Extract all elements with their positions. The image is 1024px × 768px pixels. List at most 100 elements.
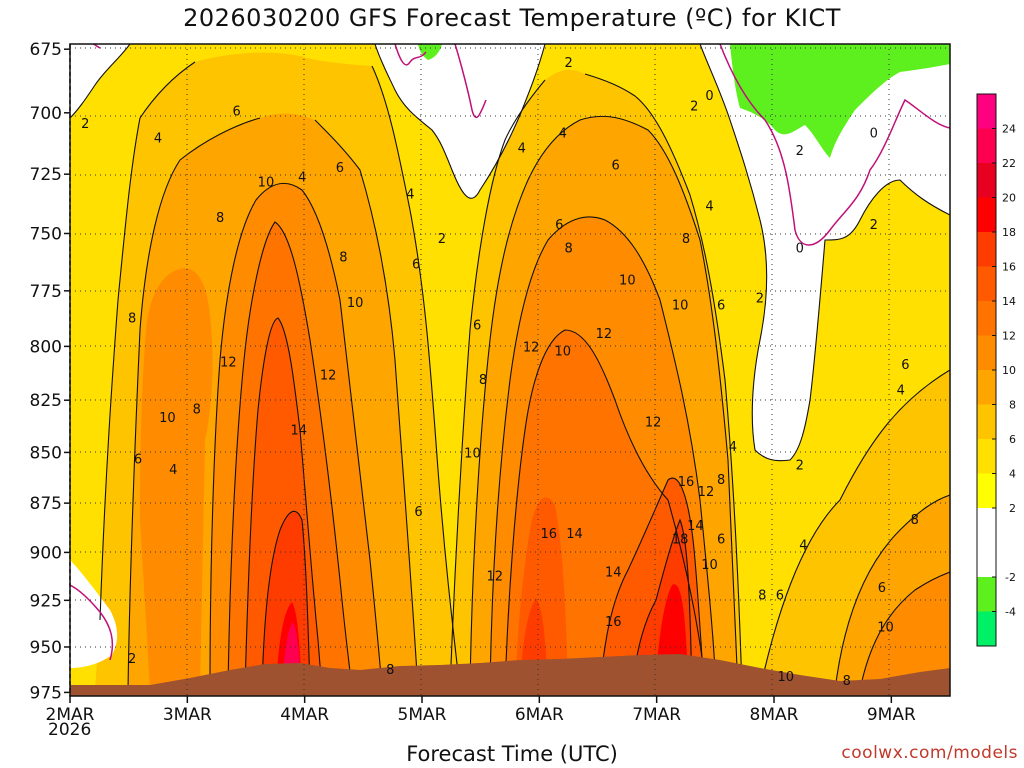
colorbar-segment [977, 577, 996, 612]
x-tick-label: 3MAR [163, 705, 212, 725]
contour-label: 10 [777, 670, 794, 685]
contour-label: 16 [678, 475, 695, 490]
fill-10-12 [860, 572, 950, 690]
contour-label: 4 [559, 127, 567, 142]
contour-label: 2 [81, 117, 89, 132]
contour-label: 4 [799, 539, 807, 554]
contour-label: 18 [672, 533, 689, 548]
colorbar-segment [977, 232, 996, 267]
fill-below-2 [700, 44, 950, 461]
colorbar-label: 16 [1002, 261, 1016, 274]
contour-label: 10 [347, 296, 364, 311]
contour-label: 8 [128, 312, 136, 327]
surface-terrain [70, 654, 950, 696]
contour-label: 14 [605, 566, 622, 581]
x-tick-label: 6MAR [515, 705, 564, 725]
contour-label: 8 [216, 211, 224, 226]
contour-label: 8 [386, 663, 394, 678]
colorbar-segment [977, 439, 996, 474]
colorbar-segment [977, 94, 996, 129]
fill-below-minus-2 [418, 44, 442, 60]
contour-label: 10 [555, 345, 572, 360]
contour-label: 12 [220, 356, 237, 371]
x-axis-year-label: 2026 [48, 720, 92, 740]
contour-label: 4 [897, 384, 905, 399]
y-tick-label: 875 [30, 494, 62, 514]
contour-label: 14 [566, 527, 583, 542]
y-tick-label: 725 [30, 165, 62, 185]
fill-below-2 [375, 44, 545, 199]
contour-label: 6 [336, 161, 344, 176]
y-tick-label: 750 [30, 224, 62, 244]
contour-label: 12 [698, 485, 715, 500]
contour-label: 4 [298, 171, 306, 186]
colorbar-label: 18 [1002, 226, 1016, 239]
colorbar-label: 24 [1002, 123, 1016, 136]
y-tick-label: 950 [30, 638, 62, 658]
colorbar-label: -4 [1005, 606, 1016, 619]
contour-label: 6 [232, 104, 240, 119]
fill-below-2 [70, 560, 118, 668]
contour-label: 10 [159, 411, 176, 426]
colorbar-segment [977, 508, 996, 577]
contour-label: 8 [682, 232, 690, 247]
y-tick-label: 925 [30, 591, 62, 611]
x-tick-label: 4MAR [280, 705, 329, 725]
contour-label: 6 [901, 358, 909, 373]
contour-label: 12 [596, 327, 613, 342]
contour-label: 6 [611, 159, 619, 174]
colorbar-segment [977, 266, 996, 301]
contour-label: 6 [134, 453, 142, 468]
contour-label: 0 [705, 89, 713, 104]
y-tick-label: 900 [30, 543, 62, 563]
contour-label: 6 [414, 505, 422, 520]
contour-label: 6 [776, 589, 784, 604]
contour-label: 6 [412, 258, 420, 273]
colorbar-label: 20 [1002, 192, 1016, 205]
colorbar-label: 14 [1002, 295, 1016, 308]
contour-label: 12 [320, 369, 337, 384]
contour-lines [70, 44, 950, 691]
contour-label: 0 [796, 241, 804, 256]
contour-label: 2 [756, 292, 764, 307]
x-tick-label: 8MAR [750, 705, 799, 725]
contour-label: 10 [672, 298, 689, 313]
contour-label: 6 [717, 533, 725, 548]
colorbar-segment [977, 611, 996, 646]
contour-label: 8 [479, 373, 487, 388]
colorbar-segment [977, 473, 996, 508]
y-tick-label: 675 [30, 40, 62, 60]
y-tick-label: 975 [30, 683, 62, 703]
contour-label: 8 [339, 251, 347, 266]
contour-label: 16 [540, 527, 557, 542]
contour-label: 2 [870, 218, 878, 233]
contour-label: 2 [796, 144, 804, 159]
colorbar-label: -2 [1005, 571, 1016, 584]
colorbar-label: 6 [1009, 433, 1016, 446]
contour-label: 12 [645, 415, 662, 430]
x-tick-label: 7MAR [632, 705, 681, 725]
x-axis: 2MAR 3MAR 4MAR 5MAR 6MAR 7MAR 8MAR 9MAR [46, 696, 916, 725]
contour-label: 2 [565, 56, 573, 71]
contour-label: 8 [911, 513, 919, 528]
contour-label: 2 [438, 232, 446, 247]
contour-label: 12 [523, 340, 540, 355]
colorbar-segment [977, 128, 996, 163]
contour-label: 2 [796, 459, 804, 474]
contour-label: 8 [843, 674, 851, 689]
contour-label: 4 [169, 463, 177, 478]
y-tick-label: 700 [30, 104, 62, 124]
colorbar-segment [977, 404, 996, 439]
contour-label: 10 [701, 558, 718, 573]
x-tick-label: 9MAR [867, 705, 916, 725]
contour-label: 8 [193, 403, 201, 418]
contour-label: 10 [464, 446, 481, 461]
contour-label: 6 [555, 218, 563, 233]
freezing-contours [70, 44, 950, 661]
x-tick-label: 2MAR [46, 705, 95, 725]
y-tick-label: 775 [30, 282, 62, 302]
contour-label: 14 [291, 424, 308, 439]
y-tick-label: 825 [30, 391, 62, 411]
